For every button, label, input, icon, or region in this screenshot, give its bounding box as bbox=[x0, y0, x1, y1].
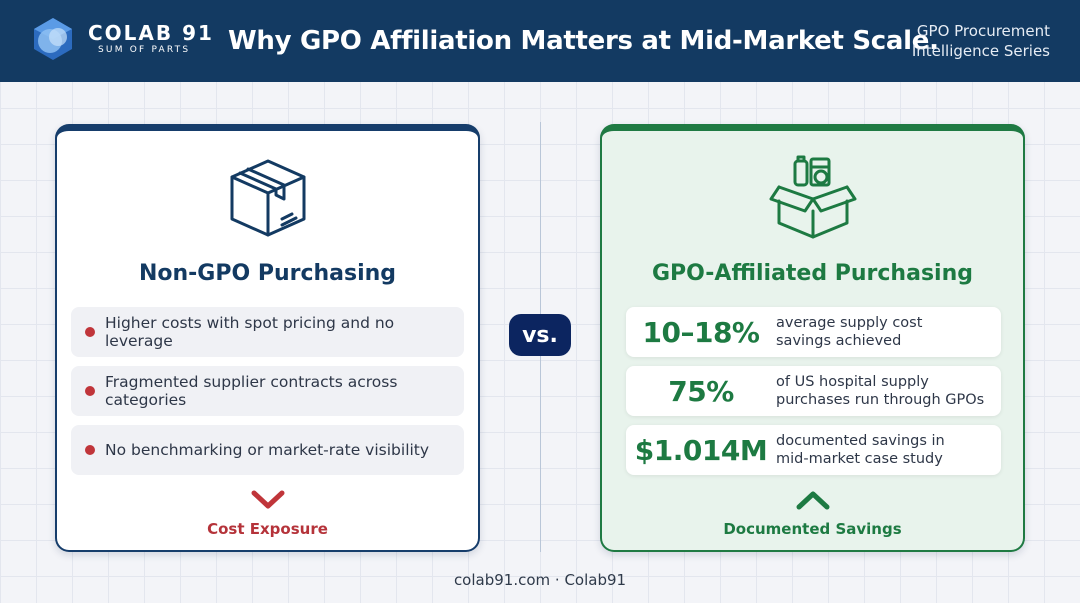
list-item-text: Higher costs with spot pricing and no le… bbox=[105, 314, 395, 350]
stat-label-line: average supply cost bbox=[776, 315, 923, 331]
series-label: GPO Procurement Intelligence Series bbox=[870, 21, 1050, 61]
stat-row: 75% of US hospital supply purchases run … bbox=[626, 366, 1001, 416]
stat-label-line: savings achieved bbox=[776, 333, 902, 349]
bullet-icon bbox=[85, 386, 95, 396]
stat-row: 10–18% average supply cost savings achie… bbox=[626, 307, 1001, 357]
brand-name: COLAB 91 bbox=[88, 21, 214, 45]
colab91-logo-icon bbox=[34, 18, 72, 60]
page-title: Why GPO Affiliation Matters at Mid-Marke… bbox=[228, 26, 939, 56]
brand-tagline: SUM OF PARTS bbox=[98, 45, 191, 55]
stat-value: 75% bbox=[668, 374, 734, 408]
cost-exposure-label: Cost Exposure bbox=[207, 520, 328, 538]
brand: COLAB 91 SUM OF PARTS bbox=[88, 22, 214, 55]
stat-row: $1.014M documented savings in mid-market… bbox=[626, 425, 1001, 475]
stat-label: documented savings in mid-market case st… bbox=[776, 432, 945, 468]
site-footer: colab91.com · Colab91 bbox=[453, 571, 627, 589]
list-item: Higher costs with spot pricing and no le… bbox=[71, 307, 464, 357]
stat-label-line: documented savings in bbox=[776, 433, 945, 449]
chevron-down-icon bbox=[251, 490, 284, 509]
stat-label-line: of US hospital supply bbox=[776, 374, 929, 390]
stat-value: 10–18% bbox=[642, 315, 760, 349]
bullet-icon bbox=[85, 327, 95, 337]
list-item: No benchmarking or market-rate visibilit… bbox=[71, 425, 464, 475]
non-gpo-card: Non-GPO Purchasing Higher costs with spo… bbox=[55, 124, 480, 552]
list-item-text: Fragmented supplier contracts across cat… bbox=[105, 373, 398, 409]
supply-box-icon bbox=[769, 155, 856, 239]
box-icon bbox=[230, 159, 305, 237]
list-item-text: No benchmarking or market-rate visibilit… bbox=[105, 441, 430, 459]
chevron-up-icon bbox=[796, 491, 829, 510]
stat-value: $1.014M bbox=[634, 433, 768, 467]
stat-label: of US hospital supply purchases run thro… bbox=[776, 373, 984, 409]
stat-label-line: purchases run through GPOs bbox=[776, 392, 985, 408]
series-line-1: GPO Procurement bbox=[916, 22, 1050, 40]
non-gpo-title: Non-GPO Purchasing bbox=[138, 261, 397, 286]
series-line-2: Intelligence Series bbox=[911, 42, 1050, 60]
stat-label: average supply cost savings achieved bbox=[776, 314, 922, 350]
gpo-title: GPO-Affiliated Purchasing bbox=[652, 261, 973, 286]
bullet-icon bbox=[85, 445, 95, 455]
vs-badge: vs. bbox=[509, 314, 571, 356]
documented-savings-label: Documented Savings bbox=[723, 520, 902, 538]
stat-label-line: mid-market case study bbox=[776, 451, 943, 467]
gpo-card: GPO-Affiliated Purchasing 10–18% average… bbox=[600, 124, 1025, 552]
list-item: Fragmented supplier contracts across cat… bbox=[71, 366, 464, 416]
header-bar: COLAB 91 SUM OF PARTS Why GPO Affiliatio… bbox=[0, 0, 1080, 82]
